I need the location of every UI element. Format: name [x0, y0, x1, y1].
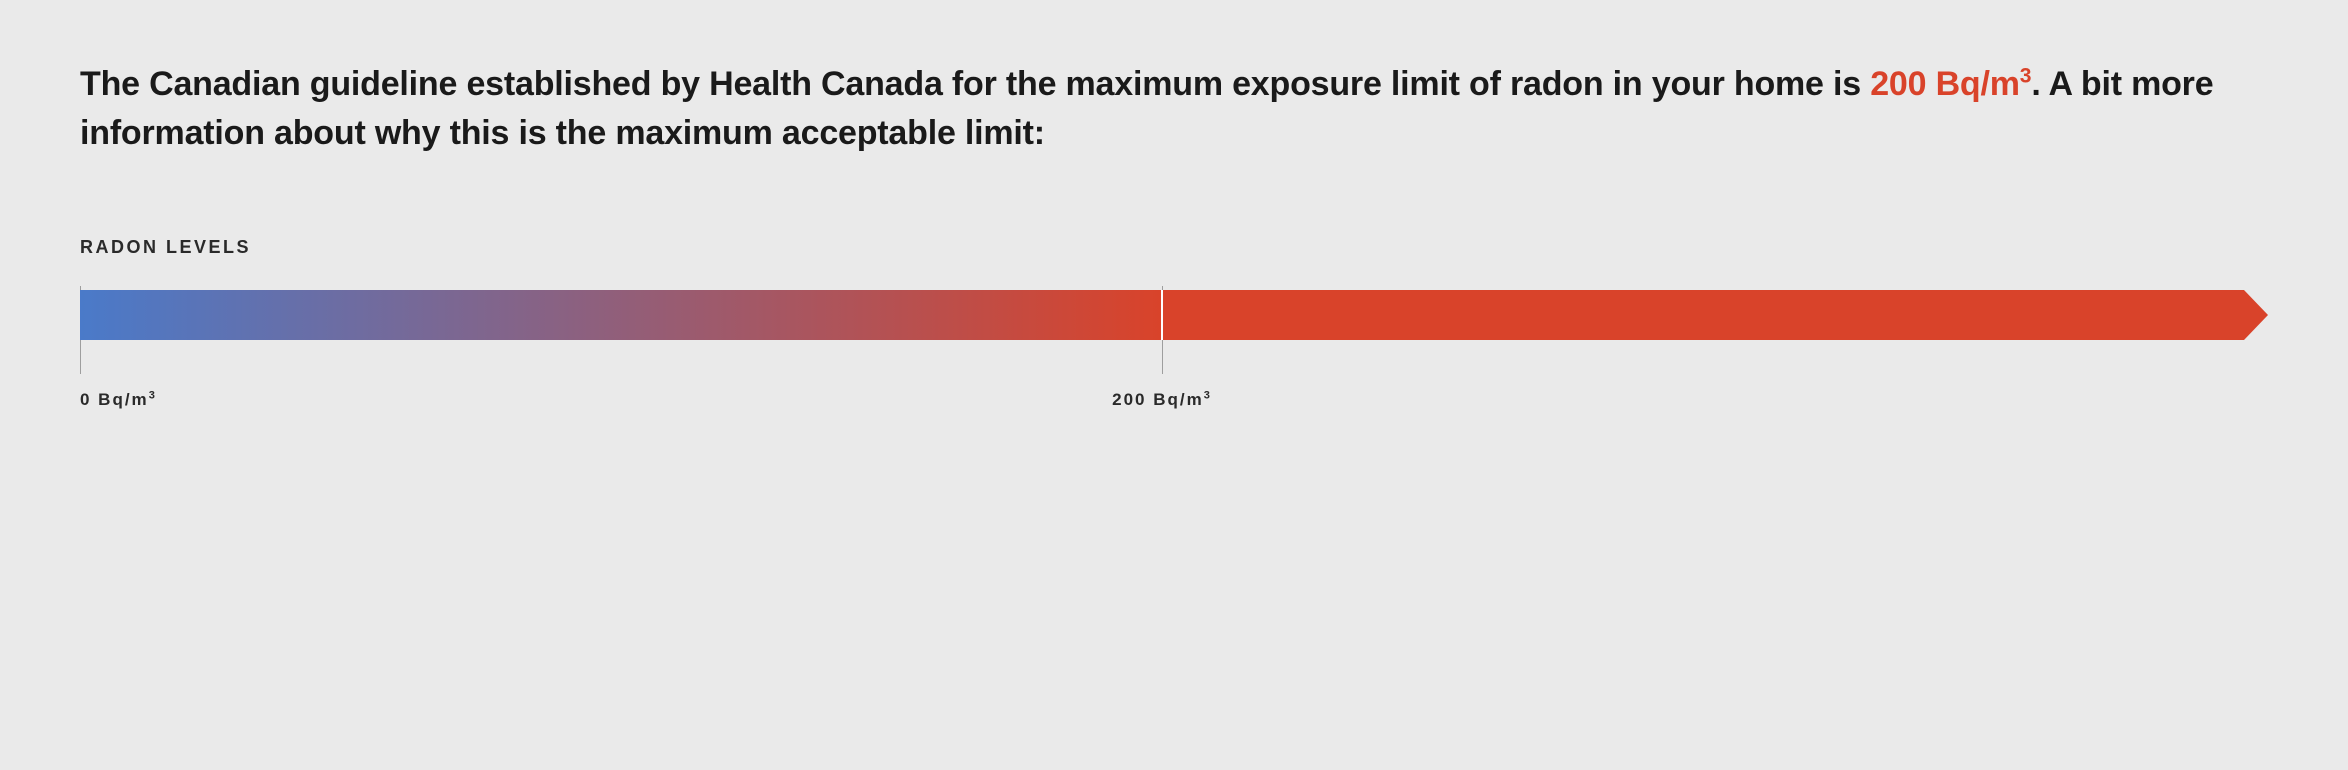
section-label: RADON LEVELS [80, 237, 2268, 258]
tick-label-0: 0 Bq/m3 [80, 390, 157, 410]
bar-arrowhead [2244, 290, 2268, 340]
intro-paragraph: The Canadian guideline established by He… [80, 60, 2268, 159]
bar-body [80, 290, 2244, 340]
threshold-marker [1161, 290, 1163, 340]
tick-label-200: 200 Bq/m3 [1112, 390, 1212, 410]
bar-solid-segment [1162, 290, 2244, 340]
bar-gradient-segment [80, 290, 1162, 340]
radon-level-bar: 0 Bq/m3 200 Bq/m3 [80, 290, 2268, 340]
intro-before: The Canadian guideline established by He… [80, 65, 1870, 103]
tick-label-0-exp: 3 [149, 389, 157, 401]
tick-label-200-exp: 3 [1204, 389, 1212, 401]
intro-highlight: 200 Bq/m3 [1870, 65, 2031, 103]
intro-highlight-value: 200 Bq/m [1870, 65, 2020, 103]
tick-label-200-text: 200 Bq/m [1112, 390, 1204, 409]
tick-label-0-text: 0 Bq/m [80, 390, 149, 409]
intro-highlight-exp: 3 [2020, 65, 2032, 88]
